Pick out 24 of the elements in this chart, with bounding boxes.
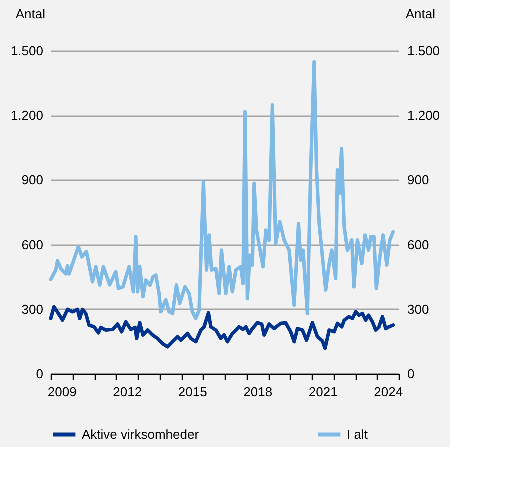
x-tick-label: 2018 — [244, 384, 273, 400]
y-tick-label: 1.500 — [10, 44, 44, 58]
y-axis-title: Antal — [16, 6, 46, 22]
y2-tick-label: 900 — [408, 172, 430, 188]
x-tick-label: 2012 — [113, 384, 142, 400]
y2-tick-label: 1.200 — [408, 108, 440, 124]
y2-axis-title: Antal — [406, 6, 436, 22]
y-tick-label: 900 — [22, 172, 44, 188]
x-tick-label: 2015 — [178, 384, 208, 400]
legend-label: Aktive virksomheder — [82, 426, 200, 442]
line-series — [49, 60, 396, 320]
y-tick-label: 600 — [22, 237, 44, 252]
y-tick-label: 0 — [36, 366, 44, 382]
legend-label: I alt — [347, 426, 368, 442]
x-tick-label: 2021 — [308, 384, 338, 400]
y-tick-label: 1.200 — [10, 108, 44, 124]
y2-tick-label: 300 — [408, 302, 430, 317]
y2-tick-label: 1.500 — [408, 44, 440, 58]
y2-tick-label: 0 — [408, 366, 415, 382]
x-tick-label: 2009 — [48, 384, 77, 400]
y-tick-label: 300 — [22, 302, 44, 317]
line-series — [49, 305, 396, 350]
y2-tick-label: 600 — [408, 237, 430, 252]
x-tick-label: 2024 — [374, 384, 404, 400]
